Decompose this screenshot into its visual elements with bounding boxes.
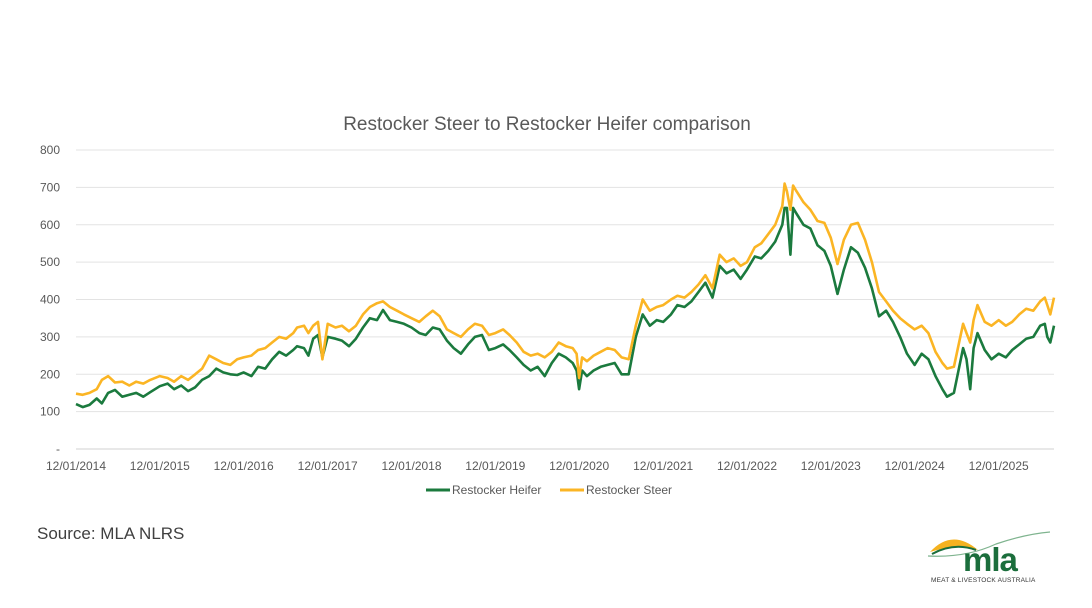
legend-label: Restocker Heifer [452, 483, 541, 497]
y-tick-label: 200 [40, 367, 60, 381]
x-tick-label: 12/01/2019 [465, 459, 525, 473]
y-tick-label: 400 [40, 293, 60, 307]
x-tick-label: 12/01/2022 [717, 459, 777, 473]
y-tick-label: - [56, 442, 60, 456]
x-tick-label: 12/01/2015 [130, 459, 190, 473]
x-tick-label: 12/01/2024 [885, 459, 945, 473]
y-tick-label: 300 [40, 330, 60, 344]
chart-title: Restocker Steer to Restocker Heifer comp… [343, 114, 751, 135]
x-tick-label: 12/01/2023 [801, 459, 861, 473]
x-axis-tick-labels: 12/01/2014 12/01/2015 12/01/2016 12/01/2017… [46, 459, 1029, 473]
x-tick-label: 12/01/2014 [46, 459, 106, 473]
x-tick-label: 12/01/2020 [549, 459, 609, 473]
y-tick-label: 600 [40, 218, 60, 232]
x-tick-label: 12/01/2021 [633, 459, 693, 473]
legend: Restocker Heifer Restocker Steer [426, 483, 672, 497]
legend-label: Restocker Steer [586, 483, 672, 497]
y-tick-label: 700 [40, 180, 60, 194]
x-tick-label: 12/01/2017 [298, 459, 358, 473]
x-tick-label: 12/01/2025 [969, 459, 1029, 473]
gridlines [76, 149, 1054, 450]
series-line-restocker-heifer [75, 206, 1056, 409]
mla-logo-icon [927, 531, 1051, 557]
source-note: Source: MLA NLRS [37, 524, 185, 543]
y-axis-tick-labels: - 100 200 300 400 500 600 700 800 [40, 143, 60, 456]
y-tick-label: 500 [40, 255, 60, 269]
x-tick-label: 12/01/2018 [381, 459, 441, 473]
series-line-restocker-steer [75, 182, 1056, 397]
line-chart: Restocker Steer to Restocker Heifer comp… [40, 114, 1056, 497]
logo-tagline: MEAT & LIVESTOCK AUSTRALIA [931, 577, 1036, 584]
y-tick-label: 100 [40, 405, 60, 419]
y-tick-label: 800 [40, 143, 60, 157]
logo-wordmark: mla [963, 541, 1018, 578]
series-lines [75, 182, 1056, 409]
x-tick-label: 12/01/2016 [214, 459, 274, 473]
